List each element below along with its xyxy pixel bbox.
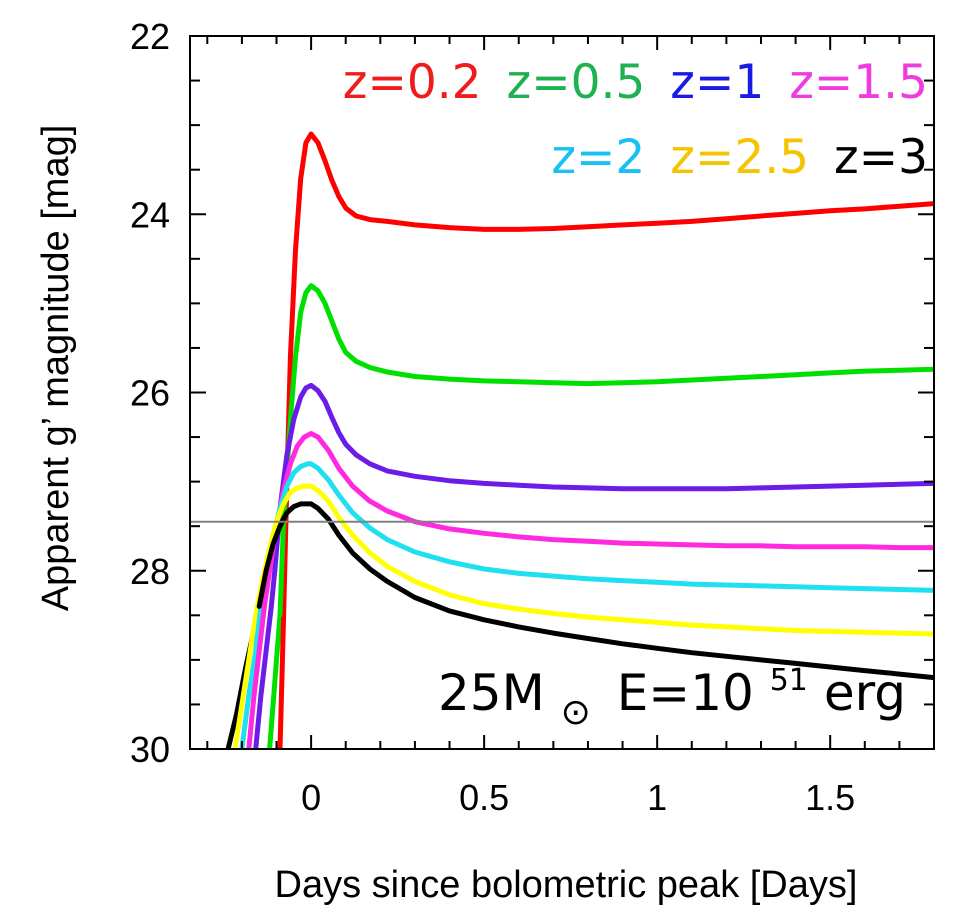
- annotation-mass: 25M: [438, 664, 545, 722]
- y-tick-label: 28: [130, 551, 170, 592]
- annotation-energy: E=10: [617, 664, 754, 722]
- legend: z=0.2 z=0.5 z=1 z=1.5 z=2 z=2.5 z=3: [343, 55, 928, 185]
- pre-rise-segment-4: [253, 568, 278, 749]
- legend-entry-z3: z=3: [834, 130, 928, 185]
- legend-entry-z0.5: z=0.5: [507, 55, 646, 110]
- curves-layer: [225, 131, 934, 749]
- x-tick-label: 1.5: [805, 777, 855, 818]
- legend-row-1: z=0.2 z=0.5 z=1 z=1.5: [343, 55, 928, 110]
- pre-rise-segment-5: [267, 612, 283, 749]
- light-curve-6: [256, 501, 934, 681]
- x-axis-label: Days since bolometric peak [Days]: [275, 864, 858, 906]
- light-curve-0: [277, 131, 934, 749]
- x-tick-label: 1: [647, 777, 667, 818]
- light-curve-3: [267, 431, 934, 574]
- light-curve-2: [272, 382, 934, 574]
- light-curve-1: [277, 283, 934, 618]
- light-curve-4: [263, 461, 934, 593]
- y-tick-label: 22: [130, 16, 170, 57]
- legend-entry-z1.5: z=1.5: [789, 55, 928, 110]
- y-tick-label: 24: [130, 194, 170, 235]
- legend-entry-z0.2: z=0.2: [343, 55, 482, 110]
- light-curve-5: [260, 483, 934, 637]
- legend-entry-z2: z=2: [551, 130, 645, 185]
- tick-labels-layer: 0 0.5 1 1.5 22 24 26 28 30: [130, 16, 855, 818]
- annotation-energy-exponent: 51: [770, 663, 808, 698]
- y-tick-label: 26: [130, 373, 170, 414]
- legend-entry-z2.5: z=2.5: [670, 130, 809, 185]
- mass-energy-annotation: 25M ⊙ E=10 51 erg: [438, 644, 906, 736]
- annotation-energy-unit: erg: [824, 664, 906, 722]
- legend-row-2: z=2 z=2.5 z=3: [551, 130, 928, 185]
- x-tick-label: 0: [301, 777, 321, 818]
- pre-rise-segment-3: [246, 568, 273, 749]
- ticks-layer: [190, 35, 935, 750]
- legend-entry-z1: z=1: [670, 55, 764, 110]
- y-tick-label: 30: [130, 729, 170, 770]
- sun-symbol-icon: ⊙: [561, 692, 591, 733]
- y-axis-label: Apparent g’ magnitude [mag]: [35, 125, 77, 612]
- x-tick-label: 0.5: [459, 777, 509, 818]
